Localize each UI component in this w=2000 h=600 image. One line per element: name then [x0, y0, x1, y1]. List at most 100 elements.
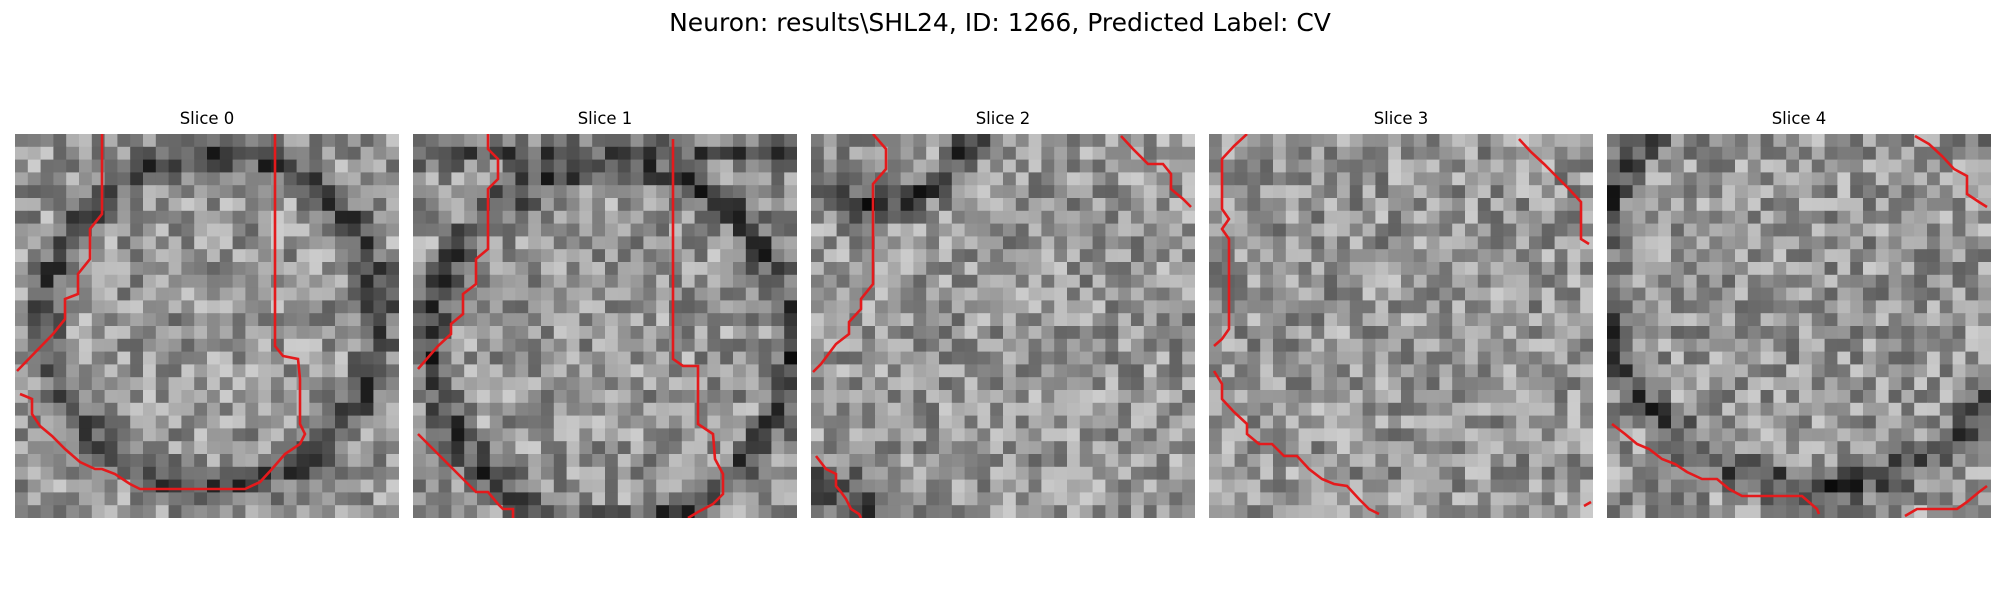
pixel — [1182, 262, 1195, 276]
pixel — [283, 402, 298, 417]
pixel — [1811, 402, 1826, 417]
pixel — [258, 441, 272, 455]
pixel — [1092, 492, 1106, 506]
pixel — [1799, 287, 1813, 301]
pixel — [900, 466, 914, 481]
pixel — [1209, 274, 1223, 289]
pixel — [219, 428, 234, 442]
pixel — [79, 262, 93, 276]
pixel — [155, 300, 170, 314]
pixel — [1311, 428, 1325, 442]
pixel — [1658, 185, 1672, 199]
pixel — [1773, 479, 1787, 493]
pixel — [951, 415, 966, 429]
pixel — [1079, 454, 1094, 468]
pixel — [1837, 249, 1851, 263]
pixel — [79, 274, 93, 289]
pixel — [413, 262, 427, 276]
pixel — [168, 134, 182, 148]
pixel — [977, 146, 991, 161]
pixel — [1285, 313, 1300, 327]
pixel — [681, 274, 696, 289]
pixel — [681, 351, 696, 365]
pixel — [194, 236, 208, 250]
pixel — [1143, 287, 1158, 301]
pixel — [438, 223, 452, 237]
pixel — [1401, 134, 1415, 148]
pixel — [849, 415, 863, 429]
pixel — [862, 287, 876, 301]
pixel — [1965, 172, 1979, 186]
pixel — [489, 185, 504, 199]
pixel — [926, 415, 940, 429]
pixel — [1811, 338, 1826, 353]
pixel — [1156, 492, 1170, 506]
pixel — [1658, 377, 1672, 391]
pixel — [335, 415, 349, 429]
pixel — [1773, 249, 1787, 263]
pixel — [1683, 415, 1698, 429]
pixel — [322, 479, 336, 493]
pixel — [1182, 210, 1195, 225]
pixel — [1362, 338, 1376, 353]
pixel — [27, 505, 42, 518]
pixel — [1401, 390, 1415, 404]
pixel — [566, 249, 580, 263]
pixel — [1118, 313, 1132, 327]
pixel — [1452, 236, 1466, 250]
pixel — [1747, 428, 1762, 442]
pixel — [1413, 210, 1428, 225]
pixel — [1607, 146, 1621, 161]
pixel — [1760, 134, 1774, 148]
pixel — [592, 185, 606, 199]
pixel — [1413, 454, 1428, 468]
pixel — [1567, 415, 1581, 429]
pixel — [1529, 185, 1543, 199]
pixel — [1131, 338, 1145, 353]
pixel — [1388, 492, 1402, 506]
pixel — [425, 134, 440, 148]
pixel — [258, 351, 272, 365]
pixel — [1722, 428, 1736, 442]
pixel — [1952, 364, 1966, 378]
pixel — [1452, 402, 1466, 417]
pixel — [79, 338, 93, 353]
pixel — [477, 466, 491, 481]
pixel — [1003, 351, 1017, 365]
pixel — [489, 402, 504, 417]
pixel — [541, 402, 555, 417]
pixel — [1156, 326, 1170, 340]
slice-4-contour-2 — [1611, 422, 1821, 515]
pixel — [1285, 415, 1300, 429]
pixel — [566, 185, 580, 199]
pixel — [219, 262, 234, 276]
pixel — [1927, 390, 1941, 404]
pixel — [681, 415, 696, 429]
pixel — [1452, 172, 1466, 186]
pixel — [515, 492, 529, 506]
pixel — [117, 326, 131, 340]
pixel — [1683, 492, 1698, 506]
pixel — [1169, 236, 1183, 250]
pixel — [1709, 249, 1723, 263]
pixel — [15, 236, 29, 250]
pixel — [1901, 236, 1915, 250]
pixel — [1541, 428, 1556, 442]
pixel — [181, 351, 195, 365]
pixel — [15, 390, 29, 404]
pixel — [1375, 262, 1389, 276]
pixel — [1773, 172, 1787, 186]
pixel — [1927, 492, 1941, 506]
pixel — [553, 441, 568, 455]
pixel — [528, 159, 542, 173]
pixel — [1580, 249, 1593, 263]
pixel — [553, 466, 568, 481]
pixel — [271, 249, 285, 263]
pixel — [219, 274, 234, 289]
pixel — [733, 287, 747, 301]
pixel — [360, 262, 374, 276]
pixel — [1580, 326, 1593, 340]
pixel — [1452, 326, 1466, 340]
pixel — [1490, 454, 1504, 468]
pixel — [1247, 415, 1261, 429]
